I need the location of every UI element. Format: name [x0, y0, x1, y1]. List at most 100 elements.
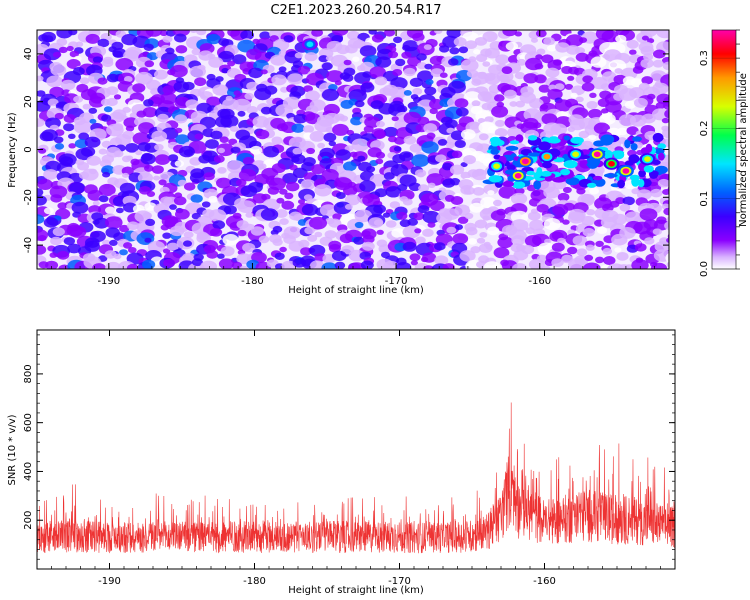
heatmap-cell [102, 171, 111, 178]
heatmap-cell [616, 127, 628, 136]
heatmap-cell [174, 33, 187, 43]
heatmap-cell [81, 168, 99, 181]
heatmap-xtick-label: -160 [528, 276, 551, 287]
heatmap-cell [608, 59, 627, 73]
heatmap-cell [222, 234, 239, 246]
heatmap-cell [154, 69, 168, 80]
heatmap-cell [248, 67, 263, 79]
heatmap-cell [663, 100, 669, 111]
heatmap-cell [375, 56, 392, 68]
heatmap-cell [242, 242, 256, 253]
heatmap-cell [515, 100, 525, 108]
heatmap-cell [429, 108, 438, 115]
heatmap-peak [522, 158, 529, 165]
heatmap-cell [50, 194, 63, 203]
heatmap-cell [601, 108, 609, 114]
heatmap-cell [125, 125, 135, 132]
heatmap-cell [37, 214, 45, 225]
heatmap-cell [393, 146, 402, 152]
heatmap-cell [208, 195, 218, 203]
heatmap-cell [638, 169, 646, 178]
heatmap-cell [319, 147, 336, 159]
heatmap-cell [576, 187, 586, 195]
heatmap-cell [666, 31, 669, 40]
heatmap-cell [102, 239, 111, 246]
heatmap-cell [287, 73, 304, 85]
heatmap-cell [69, 225, 87, 238]
heatmap-cell [205, 139, 219, 149]
heatmap-cell [495, 119, 505, 127]
heatmap-cell [334, 261, 346, 269]
heatmap-cell [200, 260, 217, 269]
heatmap-cell [189, 157, 202, 166]
heatmap-cell [344, 194, 361, 206]
heatmap-cell [491, 105, 509, 118]
heatmap-cell [388, 51, 399, 59]
heatmap-cell [68, 133, 76, 139]
heatmap-ytick-label: 40 [23, 48, 34, 61]
heatmap-cell [163, 258, 176, 268]
heatmap-cell [418, 184, 430, 193]
heatmap-cell [92, 263, 106, 269]
heatmap-cell [611, 233, 628, 246]
heatmap-cell [526, 170, 535, 176]
heatmap-cell [318, 55, 329, 63]
heatmap-cell [37, 195, 47, 206]
heatmap-cell [442, 162, 453, 171]
heatmap-cell [210, 130, 223, 140]
heatmap-cell [220, 114, 239, 128]
heatmap-cell [98, 183, 116, 197]
heatmap-cell [256, 182, 264, 188]
heatmap-cell [206, 96, 221, 107]
heatmap-cell [482, 91, 500, 104]
heatmap-cell [43, 169, 58, 180]
heatmap-cell [43, 207, 54, 215]
heatmap-cell [640, 45, 655, 56]
heatmap-cell [472, 187, 485, 196]
heatmap-cell [551, 242, 565, 252]
heatmap-cell [245, 212, 254, 218]
heatmap-cell [618, 88, 637, 101]
heatmap-cell [657, 152, 665, 161]
heatmap-cell [582, 262, 601, 269]
heatmap-cell [476, 54, 488, 62]
heatmap-cell [572, 235, 588, 246]
heatmap-cell [68, 30, 78, 36]
heatmap-cell [332, 213, 343, 221]
heatmap-cell [578, 130, 590, 139]
heatmap-cell [547, 44, 557, 52]
heatmap-cell [595, 240, 604, 247]
heatmap-cell [527, 152, 541, 157]
heatmap-cell [442, 35, 459, 48]
heatmap-cell [275, 209, 288, 218]
heatmap-cell [409, 143, 423, 153]
heatmap-cell [540, 170, 552, 177]
heatmap-cell [557, 192, 570, 202]
heatmap-cell [272, 238, 283, 246]
heatmap-cell [446, 226, 457, 234]
heatmap-cell [159, 30, 168, 37]
heatmap-cell [343, 161, 357, 172]
heatmap-cell [169, 204, 177, 210]
heatmap-cell [144, 202, 157, 211]
heatmap-peak [644, 156, 651, 162]
heatmap-cell [471, 72, 490, 85]
heatmap-cell [429, 200, 445, 211]
heatmap-cell [100, 98, 111, 106]
heatmap-cell [50, 64, 67, 76]
heatmap-cell [103, 106, 113, 113]
heatmap-cell [311, 30, 323, 37]
heatmap-cell [395, 262, 412, 269]
heatmap-cell [514, 31, 522, 37]
heatmap-cell [63, 237, 75, 246]
heatmap-cell [97, 38, 110, 48]
heatmap-cell [536, 204, 549, 213]
heatmap-cell [617, 179, 625, 189]
snr-ytick-label: 400 [23, 462, 34, 481]
heatmap-cell [276, 197, 285, 204]
heatmap-cell [344, 203, 353, 210]
heatmap-cell [382, 212, 391, 218]
heatmap-cell [328, 243, 341, 253]
heatmap-cell [671, 133, 679, 139]
